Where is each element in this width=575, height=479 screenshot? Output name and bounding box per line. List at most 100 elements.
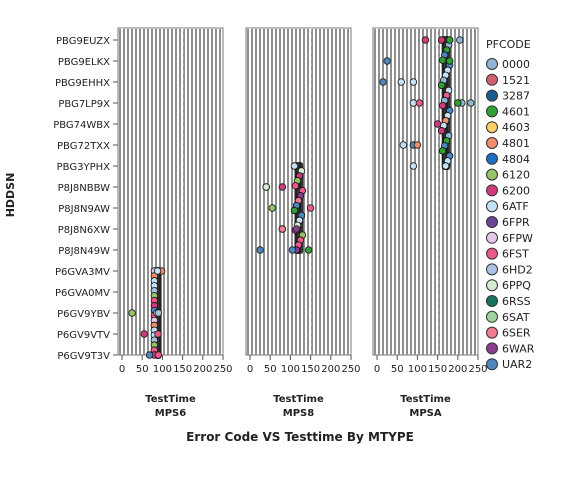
data-point [292, 225, 301, 233]
legend-swatch [486, 326, 498, 339]
legend-label: 0000 [502, 58, 530, 71]
background-stripe [394, 29, 396, 355]
data-point [128, 309, 136, 317]
background-stripe [331, 29, 333, 355]
x-tick-label: 50 [264, 364, 277, 375]
data-point [256, 246, 264, 254]
chart-title: Error Code VS Testtime By MTYPE [186, 430, 414, 444]
y-tick-label: PBG7LP9X [58, 99, 110, 110]
x-tick-label: 150 [301, 364, 320, 375]
background-stripe [339, 29, 341, 355]
background-stripe [374, 29, 376, 355]
background-stripe [343, 29, 345, 355]
dense-point [291, 182, 300, 190]
dense-point [437, 127, 446, 135]
background-stripe [434, 29, 436, 355]
background-stripe [175, 29, 177, 355]
y-tick-label: PBG9EHHX [55, 78, 110, 89]
y-axis-label: HDDSN [4, 173, 17, 218]
legend-label: 6120 [502, 169, 530, 182]
background-stripe [131, 29, 133, 355]
x-tick-label: 250 [468, 364, 487, 375]
y-tick-label: PBG72TXX [57, 141, 110, 152]
background-stripe [438, 29, 440, 355]
legend-label: 6FPR [502, 216, 530, 229]
background-stripe [143, 29, 145, 355]
legend-swatch [486, 184, 498, 197]
background-stripe [247, 29, 249, 355]
data-point [454, 99, 462, 107]
dense-point [437, 36, 446, 44]
legend-swatch [486, 105, 498, 118]
background-stripe [163, 29, 165, 355]
x-axis-label: TestTime [273, 394, 324, 405]
y-tick-label: P8J8N49W [58, 246, 110, 257]
data-point [278, 183, 287, 191]
x-tick-label: 50 [391, 364, 404, 375]
background-stripe [255, 29, 257, 355]
legend-label: 6PPQ [502, 279, 531, 292]
legend-title: PFCODE [486, 38, 531, 51]
background-stripe [283, 29, 285, 355]
dense-point [438, 147, 447, 155]
dense-point [290, 206, 299, 215]
background-stripe [458, 29, 460, 355]
panel-mpsa: 0 50 100 150 200 250 TestTime MPSA [372, 27, 488, 419]
background-stripe [287, 29, 289, 355]
background-stripe [211, 29, 213, 355]
data-point [409, 78, 418, 86]
background-stripe [139, 29, 141, 355]
background-stripe [327, 29, 329, 355]
x-axis-label: TestTime [400, 394, 451, 405]
legend-label: 6SER [502, 327, 531, 340]
legend-swatch [486, 168, 498, 181]
background-stripe [187, 29, 189, 355]
y-tick-label: P6GV9T3V [57, 351, 110, 362]
data-point [262, 183, 270, 191]
background-stripe [159, 29, 161, 355]
background-stripe [390, 29, 392, 355]
background-stripe [406, 29, 408, 355]
data-point [383, 57, 391, 65]
legend-label: 3287 [502, 90, 530, 103]
legend-label: 4801 [502, 137, 530, 150]
background-stripe [151, 29, 153, 355]
y-tick-label: P6GVA0MV [55, 288, 110, 299]
legend-label: 6ATF [502, 200, 529, 213]
y-tick-label: PBG3YPHX [57, 162, 110, 173]
panel-mtype-label: MPS8 [283, 408, 314, 419]
background-stripe [291, 29, 293, 355]
legend-label: 6FST [502, 248, 529, 261]
legend-label: 6WAR [502, 342, 535, 355]
y-tick-label: PBG74WBX [53, 120, 110, 131]
data-point [278, 225, 287, 233]
x-tick-label: 0 [119, 364, 125, 375]
dense-point [438, 101, 447, 110]
data-point [145, 351, 154, 359]
x-tick-label: 150 [173, 364, 192, 375]
x-tick-label: 100 [153, 364, 172, 375]
y-tick-label: P6GV9YBV [57, 309, 110, 320]
panel-mps6: 0 50 100 150 200 250 TestTime MPS6 [117, 27, 233, 419]
background-stripe [263, 29, 265, 355]
legend-label: 6HD2 [502, 263, 533, 276]
data-point [268, 204, 277, 212]
data-point [154, 330, 162, 338]
background-stripe [311, 29, 313, 355]
data-point [456, 36, 464, 44]
dense-point [437, 81, 446, 90]
data-point [421, 36, 430, 44]
y-tick-label: PBG9ELKX [58, 57, 110, 68]
background-stripe [271, 29, 273, 355]
background-stripe [195, 29, 197, 355]
x-tick-label: 250 [341, 364, 360, 375]
legend-swatch [486, 231, 498, 244]
legend-swatch [486, 247, 498, 260]
x-tick-label: 250 [213, 364, 232, 375]
background-stripe [315, 29, 317, 355]
background-stripe [267, 29, 269, 355]
background-stripe [323, 29, 325, 355]
background-stripe [155, 29, 157, 355]
panel-mtype-label: MPS6 [155, 408, 186, 419]
y-tick-label: P8J8NBBW [58, 183, 111, 194]
